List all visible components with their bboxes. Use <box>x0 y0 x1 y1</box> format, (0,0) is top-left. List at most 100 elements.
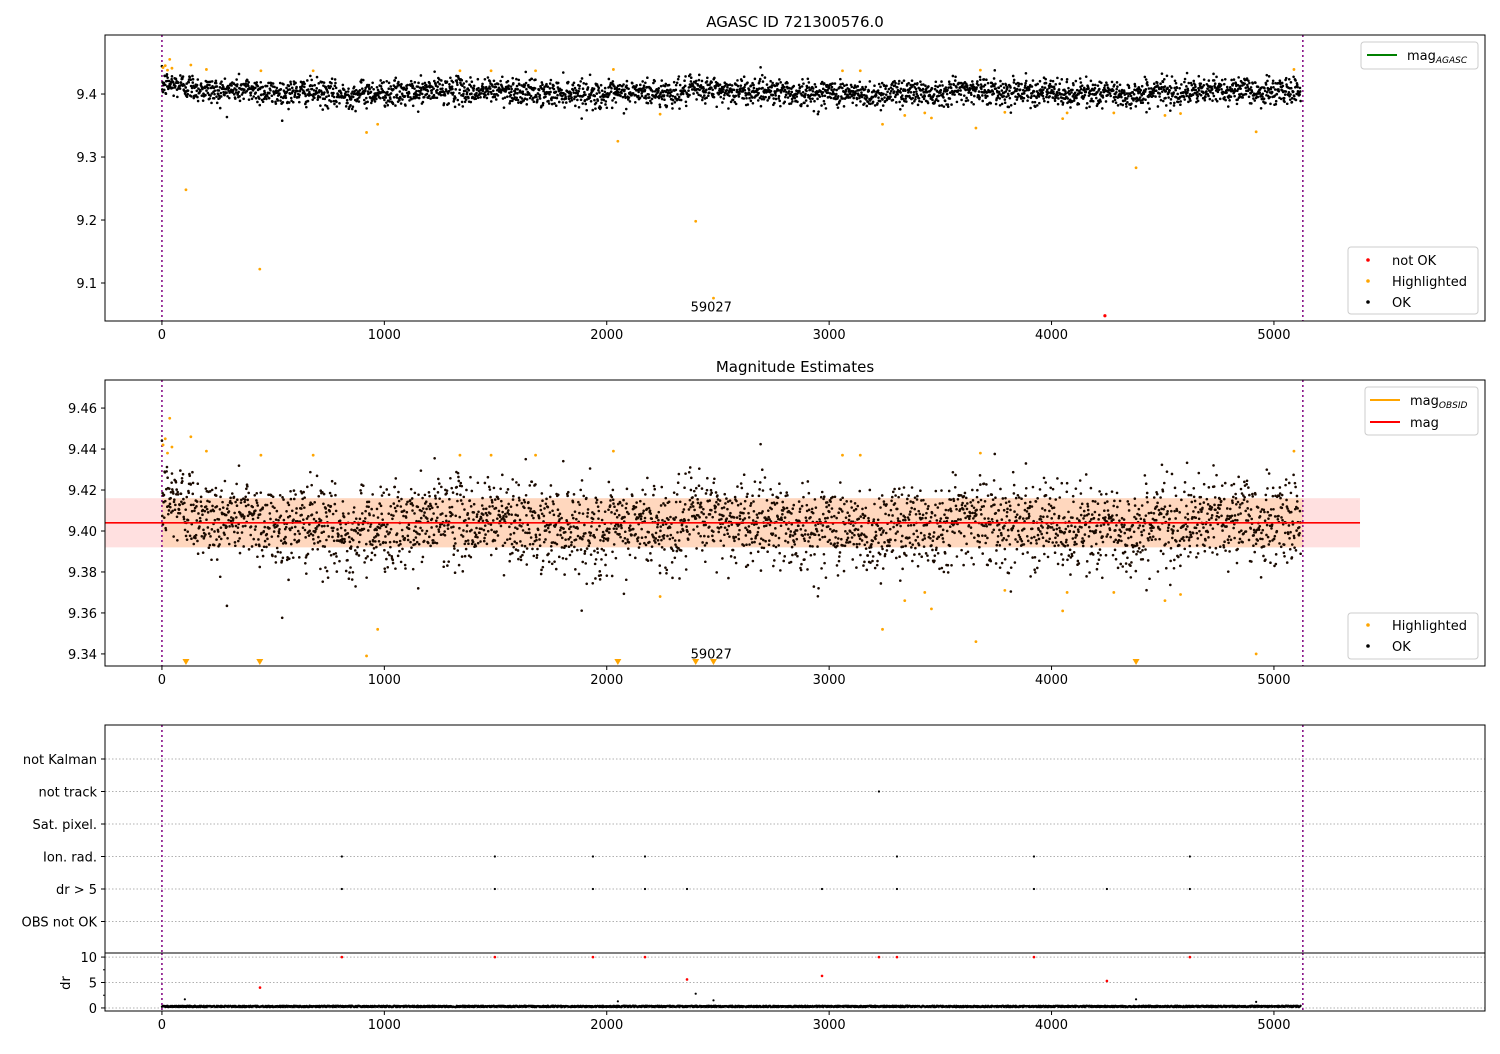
ok-point <box>560 517 563 520</box>
ok-point <box>321 580 324 583</box>
ok-point <box>292 556 295 559</box>
ok-point <box>945 86 948 89</box>
ok-point <box>409 499 412 502</box>
ok-point <box>865 105 868 108</box>
ok-point <box>1180 83 1183 86</box>
ok-point <box>712 93 715 96</box>
ok-point <box>448 83 451 86</box>
ok-point <box>489 488 492 491</box>
ok-point <box>525 103 528 106</box>
ok-point <box>703 94 706 97</box>
ok-point <box>179 74 182 77</box>
ok-point <box>1126 97 1129 100</box>
ok-point <box>594 563 597 566</box>
ok-point <box>352 105 355 108</box>
ok-point <box>1004 98 1007 101</box>
ok-point <box>393 486 396 489</box>
ok-point <box>1268 75 1271 78</box>
ok-point <box>601 519 604 522</box>
ok-point <box>1216 100 1219 103</box>
ok-point <box>520 502 523 505</box>
ok-point <box>237 91 240 94</box>
ok-point <box>516 85 519 88</box>
ok-point <box>924 84 927 87</box>
ok-point <box>1223 83 1226 86</box>
ok-point <box>257 538 260 541</box>
ok-point <box>685 105 688 108</box>
ok-point <box>371 493 374 496</box>
ok-point <box>817 113 820 116</box>
ok-point <box>487 530 490 533</box>
ok-point <box>497 534 500 537</box>
ok-point <box>510 90 513 93</box>
ok-point <box>666 535 669 538</box>
ok-point <box>1013 81 1016 84</box>
highlighted-point <box>694 220 697 223</box>
panel-magnitude-estimates: Magnitude Estimates590279.349.369.389.40… <box>68 358 1485 688</box>
ok-point <box>475 533 478 536</box>
ok-point <box>529 510 532 513</box>
ok-point <box>1207 95 1210 98</box>
ok-point <box>808 81 811 84</box>
ok-point <box>205 89 208 92</box>
ok-point <box>954 75 957 78</box>
ok-point <box>392 88 395 91</box>
ok-point <box>548 93 551 96</box>
ok-point <box>336 570 339 573</box>
ok-point <box>453 545 456 548</box>
ok-point <box>204 510 207 513</box>
ok-point <box>889 95 892 98</box>
ok-point <box>211 80 214 83</box>
ok-point <box>178 508 181 511</box>
ok-point <box>997 86 1000 89</box>
ok-point <box>607 508 610 511</box>
ok-point <box>456 549 459 552</box>
ok-point <box>526 547 529 550</box>
ok-point <box>309 471 312 474</box>
ok-point <box>901 82 904 85</box>
ok-point <box>877 89 880 92</box>
ok-point <box>247 81 250 84</box>
ok-point <box>528 532 531 535</box>
ok-point <box>793 97 796 100</box>
ok-point <box>215 82 218 85</box>
ok-point <box>1290 87 1293 90</box>
ok-point <box>644 89 647 92</box>
ok-point <box>919 80 922 83</box>
ok-point <box>281 119 284 122</box>
ok-point <box>1080 88 1083 91</box>
ok-point <box>648 96 651 99</box>
ok-point <box>839 99 842 102</box>
ok-point <box>593 87 596 90</box>
ok-point <box>183 518 186 521</box>
ok-point <box>556 97 559 100</box>
ok-point <box>521 554 524 557</box>
ok-point <box>1009 86 1012 89</box>
ok-point <box>322 503 325 506</box>
ok-point <box>359 89 362 92</box>
ok-point <box>378 502 381 505</box>
ok-point <box>558 556 561 559</box>
ok-point <box>732 99 735 102</box>
ok-point <box>235 78 238 81</box>
ok-point <box>282 498 285 501</box>
ok-point <box>584 103 587 106</box>
ok-point <box>613 97 616 100</box>
ok-point <box>519 519 522 522</box>
ok-point <box>1049 79 1052 82</box>
ok-point <box>317 495 320 498</box>
ok-point <box>476 536 479 539</box>
ok-point <box>864 88 867 91</box>
ok-point <box>381 494 384 497</box>
ok-point <box>250 525 253 528</box>
ok-point <box>1213 79 1216 82</box>
ok-point <box>377 516 380 519</box>
ok-point <box>231 492 234 495</box>
ok-point <box>679 84 682 87</box>
ok-point <box>548 102 551 105</box>
ok-point <box>199 90 202 93</box>
ok-point <box>684 75 687 78</box>
ok-point <box>493 79 496 82</box>
ok-point <box>190 95 193 98</box>
ok-point <box>245 487 248 490</box>
